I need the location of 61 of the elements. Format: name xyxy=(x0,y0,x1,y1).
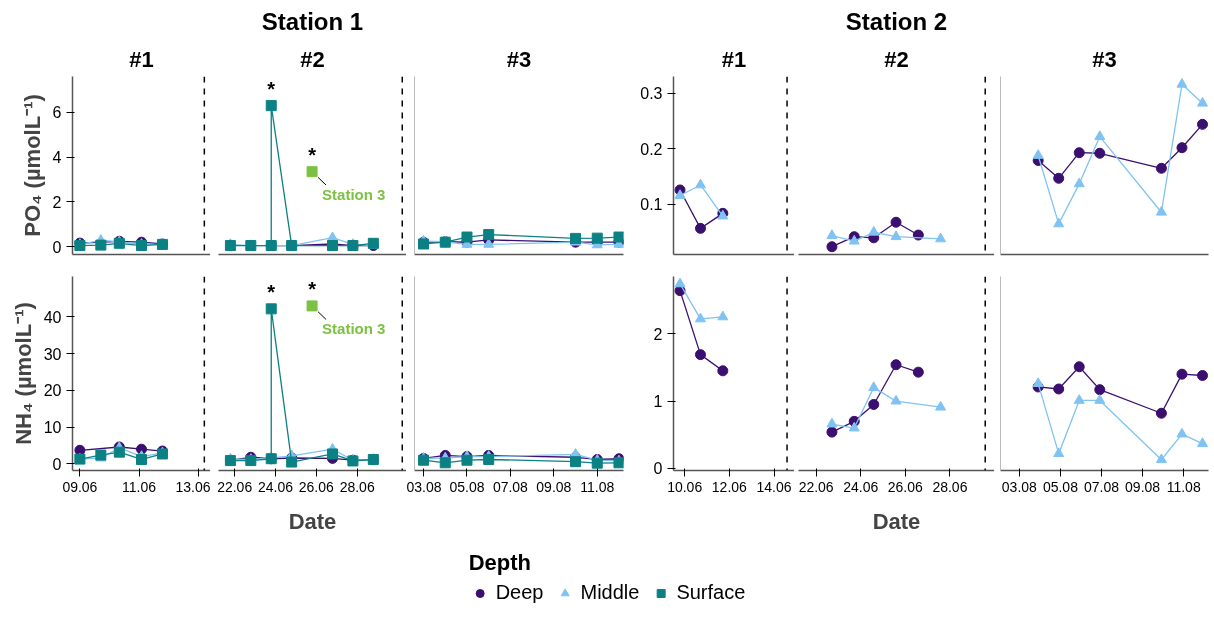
chart-title: #1 xyxy=(129,46,154,72)
x-tick-label: 11.06 xyxy=(122,478,157,495)
x-tick-label: 24.06 xyxy=(257,478,294,495)
y-tick-label: 2 xyxy=(52,193,62,211)
y-tick-label: 0 xyxy=(653,460,663,478)
x-tick-label: 09.08 xyxy=(536,478,572,495)
series-label: Station 3 xyxy=(322,319,386,337)
x-tick-label: 26.06 xyxy=(298,478,335,495)
y-tick-label: 0.2 xyxy=(640,140,663,158)
chart-subtitle: Station 2 xyxy=(845,7,948,35)
x-tick-label: 24.06 xyxy=(843,478,879,495)
annotation: * xyxy=(308,277,317,300)
x-tick-label: 09.08 xyxy=(1125,478,1161,495)
y-tick-label: 0.3 xyxy=(640,85,663,103)
x-tick-label: 12.06 xyxy=(711,478,748,495)
y-tick-label: 1 xyxy=(653,393,663,411)
y-tick-label: 10 xyxy=(43,419,62,437)
y-tick-label: 4 xyxy=(52,149,62,167)
y-tick-label: 6 xyxy=(52,104,62,122)
x-tick-label: 07.08 xyxy=(492,478,529,495)
chart-subtitle: Station 1 xyxy=(261,7,364,35)
x-tick-label: 11.08 xyxy=(1166,478,1201,495)
chart-title: #1 xyxy=(721,46,747,72)
legend-label: Middle xyxy=(580,581,640,604)
chart-title: #3 xyxy=(1092,46,1117,72)
legend-label: Surface xyxy=(676,581,746,604)
x-tick-label: 28.06 xyxy=(932,478,968,495)
x-tick-label: 10.06 xyxy=(667,478,703,495)
x-tick-label: 05.08 xyxy=(1042,478,1079,495)
y-tick-label: 40 xyxy=(43,308,62,326)
legend-title: Depth xyxy=(468,550,532,576)
chart-title: #2 xyxy=(884,46,909,72)
annotation: * xyxy=(267,280,276,303)
x-tick-label: 14.06 xyxy=(756,478,792,495)
x-tick-label: 22.06 xyxy=(798,478,834,495)
y-tick-label: 0 xyxy=(52,455,62,473)
series-label: Station 3 xyxy=(322,185,386,203)
y-tick-label: 20 xyxy=(43,382,62,400)
x-tick-label: 13.06 xyxy=(175,478,211,495)
x-tick-label: 05.08 xyxy=(449,478,485,495)
x-tick-label: 03.08 xyxy=(406,478,442,495)
x-tick-label: 03.08 xyxy=(1001,478,1038,495)
x-tick-label: 26.06 xyxy=(887,478,924,495)
y-axis-title: NH₄ (µmolL⁻¹) xyxy=(10,302,36,445)
y-tick-label: 2 xyxy=(653,325,663,343)
legend-label: Deep xyxy=(495,581,544,604)
y-axis-title: PO₄ (µmolL⁻¹) xyxy=(19,94,45,237)
chart-title: #2 xyxy=(300,46,325,72)
x-tick-label: 07.08 xyxy=(1083,478,1120,495)
x-axis-title: Date xyxy=(288,508,337,534)
x-tick-label: 09.06 xyxy=(62,478,98,495)
annotation: * xyxy=(267,77,276,100)
x-axis-title: Date xyxy=(872,508,921,534)
chart-title: #3 xyxy=(506,46,532,72)
x-tick-label: 28.06 xyxy=(339,478,375,495)
y-tick-label: 0.1 xyxy=(640,196,663,214)
x-tick-label: 22.06 xyxy=(217,478,253,495)
annotation: * xyxy=(308,143,317,166)
x-tick-label: 11.08 xyxy=(580,478,615,495)
y-tick-label: 30 xyxy=(43,345,62,363)
y-tick-label: 0 xyxy=(52,238,62,256)
